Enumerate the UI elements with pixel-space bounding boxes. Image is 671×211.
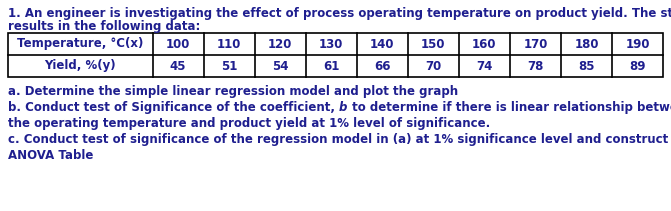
Text: 120: 120 [268, 38, 293, 50]
Text: 85: 85 [578, 60, 595, 73]
Text: b. Conduct test of Significance of the coefficient,: b. Conduct test of Significance of the c… [8, 101, 339, 114]
Text: 180: 180 [574, 38, 599, 50]
Text: 1. An engineer is investigating the effect of process operating temperature on p: 1. An engineer is investigating the effe… [8, 7, 671, 20]
Text: a. Determine the simple linear regression model and plot the graph: a. Determine the simple linear regressio… [8, 85, 458, 98]
Text: 61: 61 [323, 60, 340, 73]
Text: to determine if there is linear relationship between: to determine if there is linear relation… [348, 101, 671, 114]
Text: Temperature, °C(x): Temperature, °C(x) [17, 38, 144, 50]
Text: 70: 70 [425, 60, 442, 73]
Text: 45: 45 [170, 60, 187, 73]
Text: 54: 54 [272, 60, 289, 73]
Text: c. Conduct test of significance of the regression model in (a) at 1% significanc: c. Conduct test of significance of the r… [8, 133, 671, 146]
Text: 51: 51 [221, 60, 238, 73]
Text: 74: 74 [476, 60, 493, 73]
Text: 130: 130 [319, 38, 344, 50]
Text: 66: 66 [374, 60, 391, 73]
Text: the operating temperature and product yield at 1% level of significance.: the operating temperature and product yi… [8, 117, 491, 130]
Text: results in the following data:: results in the following data: [8, 20, 201, 33]
Text: 89: 89 [629, 60, 646, 73]
Text: 170: 170 [523, 38, 548, 50]
Text: 110: 110 [217, 38, 242, 50]
Text: 78: 78 [527, 60, 544, 73]
Text: 190: 190 [625, 38, 650, 50]
Text: 150: 150 [421, 38, 446, 50]
Text: 160: 160 [472, 38, 497, 50]
Text: 100: 100 [166, 38, 191, 50]
Bar [8, 33, 663, 77]
Text: Yield, %(y): Yield, %(y) [44, 60, 116, 73]
Text: ANOVA Table: ANOVA Table [8, 149, 93, 162]
Text: 140: 140 [370, 38, 395, 50]
Text: b: b [339, 101, 348, 114]
